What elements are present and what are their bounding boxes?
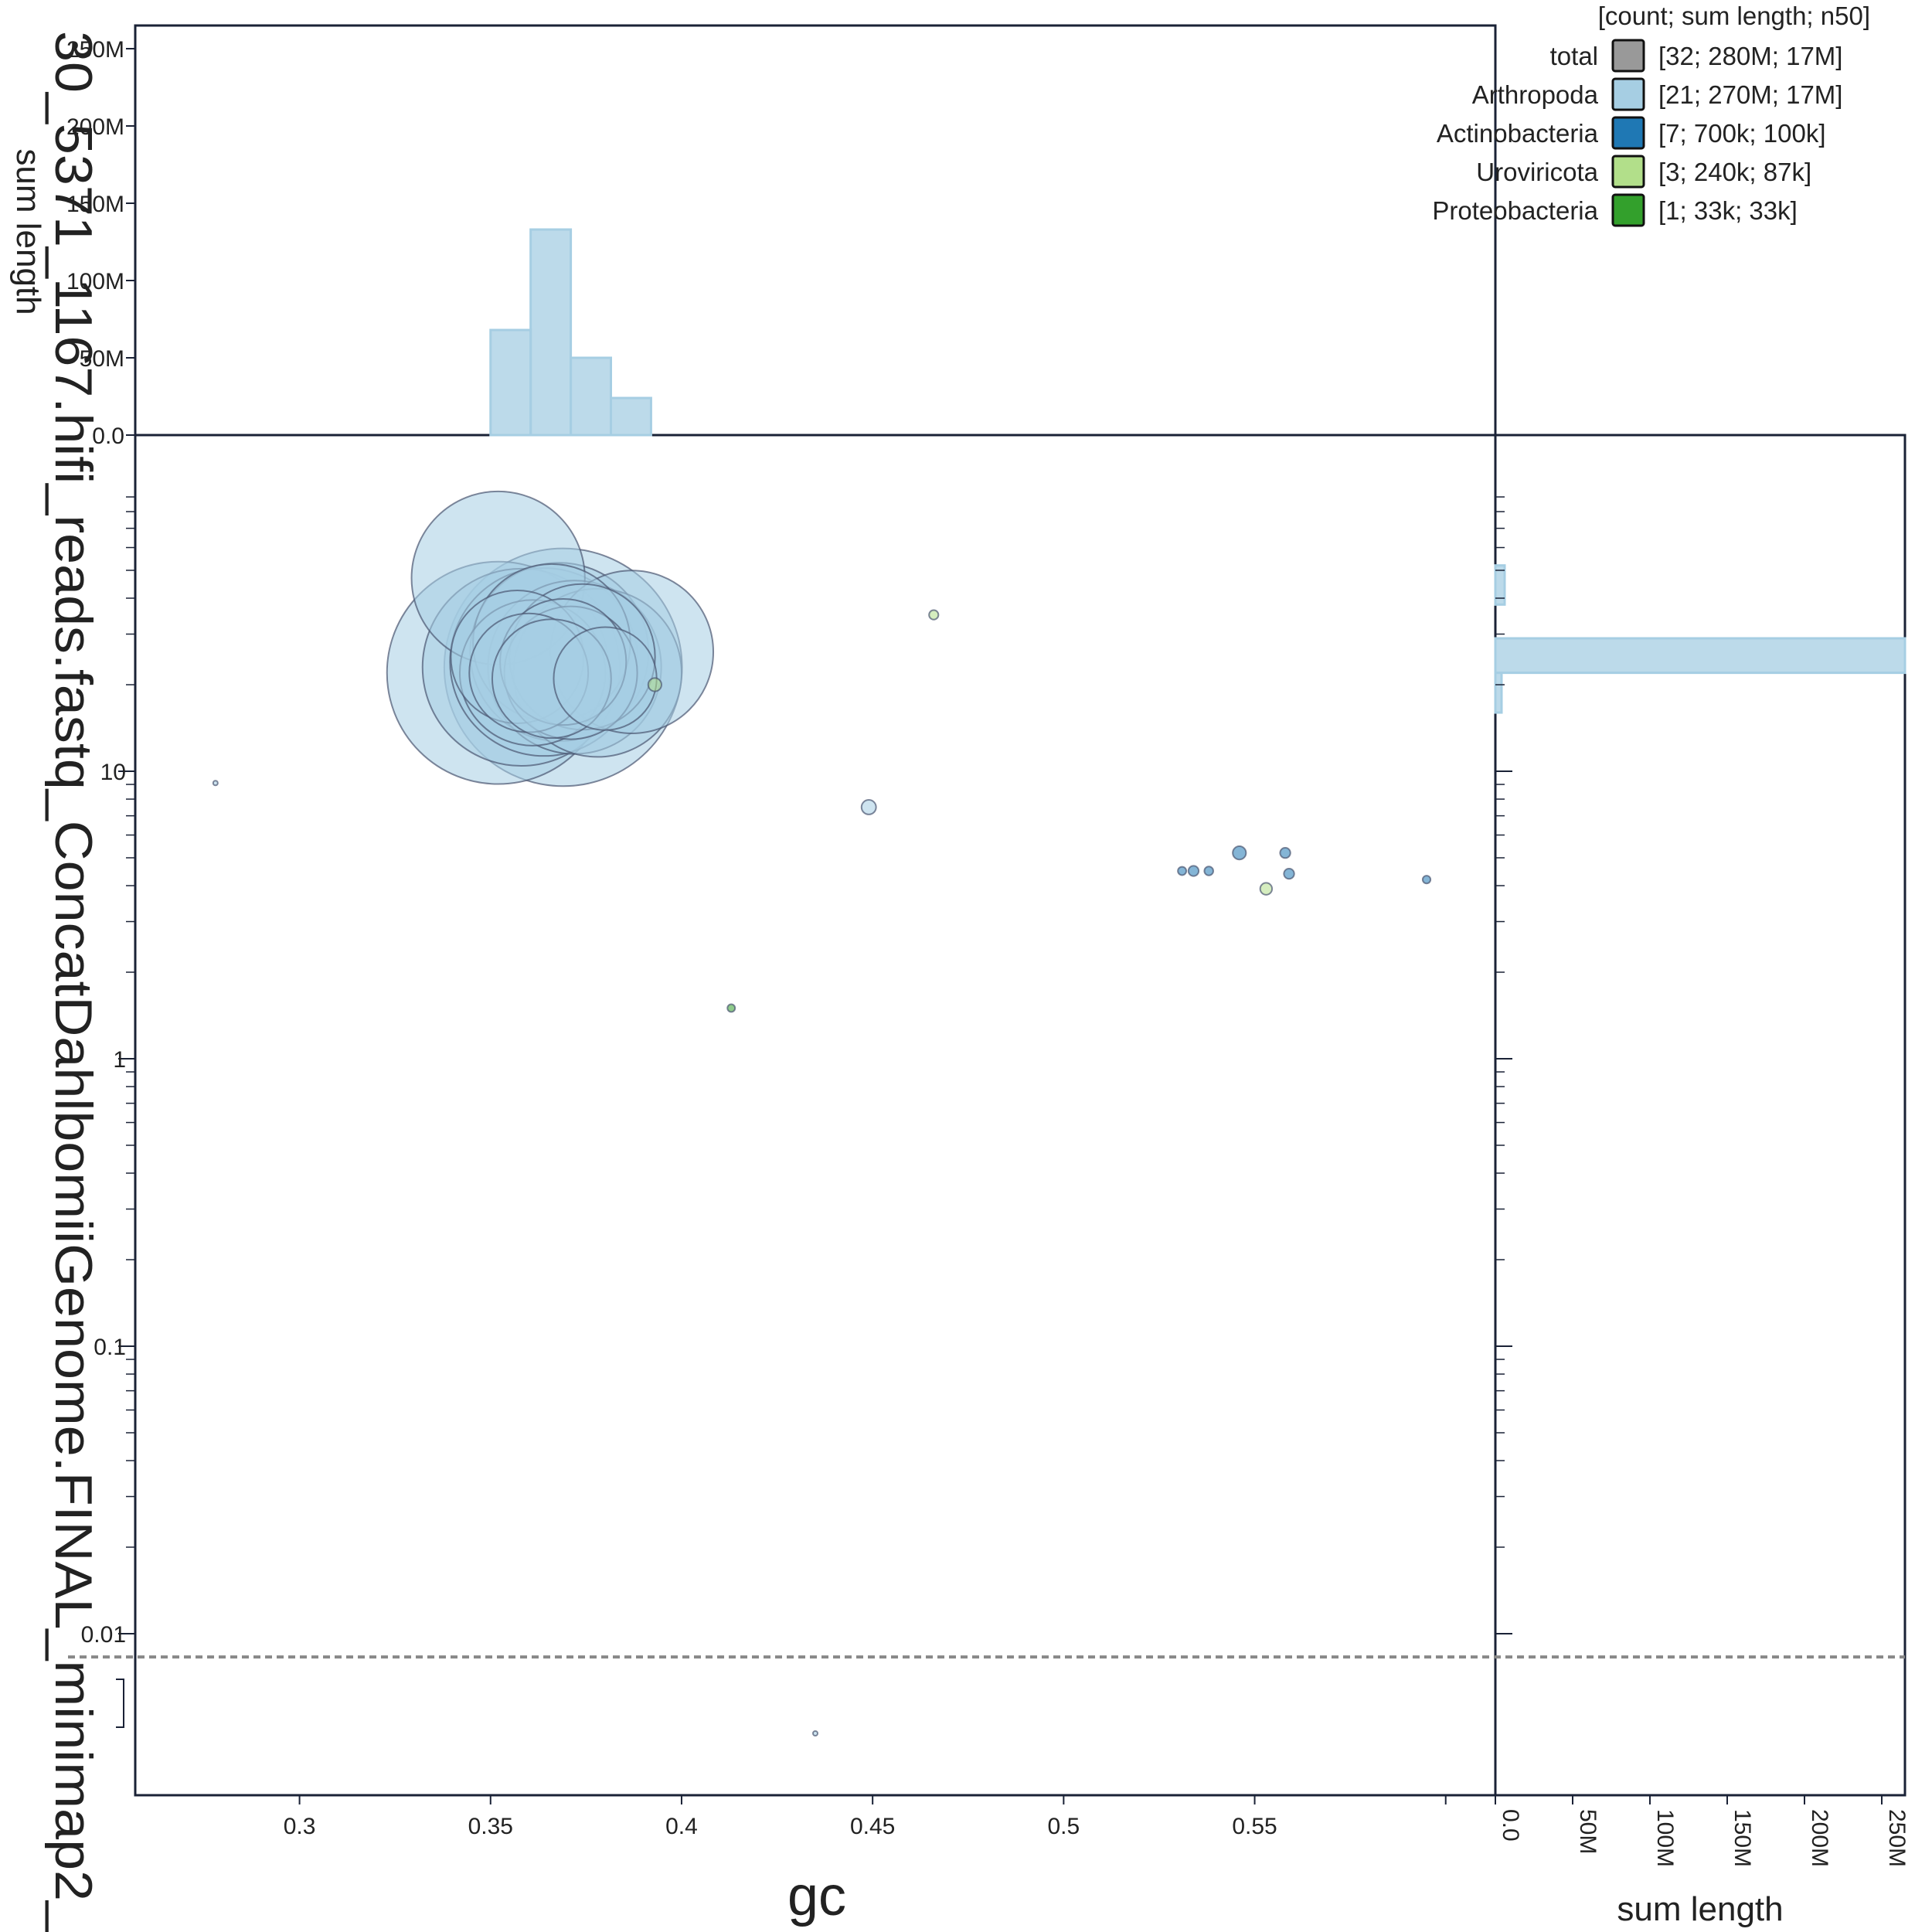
right-hist-tick-label: 150M: [1730, 1809, 1755, 1867]
top-histogram-bar: [610, 396, 652, 437]
legend-header: [count; sum length; n50]: [1598, 2, 1870, 30]
scatter-point: [1279, 846, 1291, 859]
right-hist-tick-label: 250M: [1884, 1809, 1910, 1867]
scatter-point: [812, 1730, 818, 1737]
scatter-point: [726, 1003, 736, 1013]
scatter-point: [647, 677, 662, 692]
axes: 0.3 0.35 0.4 0.45 0.5 0.55 10 1 0.1 0.01 0.0 50M 100…: [66, 37, 1910, 1867]
top-histogram-bar: [489, 328, 532, 437]
x-tick-label: 0.55: [1232, 1814, 1277, 1839]
legend-swatch: [1611, 39, 1645, 73]
y-tick-label: 10: [100, 760, 126, 785]
legend-swatch: [1611, 77, 1645, 111]
y-tick-label: 1: [113, 1047, 126, 1073]
scatter-point: [928, 609, 940, 621]
y-tick-label: 0.1: [94, 1335, 126, 1360]
scatter-points: [212, 490, 1432, 1737]
scatter-point: [1177, 866, 1188, 876]
legend-swatch: [1611, 116, 1645, 150]
legend-label: Proteobacteria: [1432, 196, 1598, 225]
right-histogram-bar: [1494, 672, 1503, 714]
legend: [count; sum length; n50]total [32; 280M; …: [1432, 2, 1870, 227]
right-hist-tick-label: 100M: [1652, 1809, 1678, 1867]
legend-stats: [7; 700k; 100k]: [1658, 119, 1825, 148]
legend-swatch: [1611, 193, 1645, 227]
top-histogram-axis-title: sum length: [9, 148, 47, 315]
right-histogram-bar: [1494, 564, 1506, 606]
y-axis-title: 30_5371_1167.hifi_reads.fastq_ConcatDahl…: [44, 31, 103, 1932]
legend-label: Arthropoda: [1472, 80, 1599, 109]
scatter-point: [860, 799, 877, 815]
legend-stats: [32; 280M; 17M]: [1658, 42, 1842, 70]
top-hist-tick-label: 50M: [80, 346, 124, 372]
top-hist-tick-label: 200M: [66, 114, 124, 140]
right-hist-tick-label: 0.0: [1498, 1809, 1523, 1842]
top-histogram-frame: [134, 24, 1497, 435]
main-plot-frame: [134, 434, 1497, 1797]
scatter-point: [212, 780, 219, 787]
right-histogram-frame: [1495, 434, 1906, 1797]
y-tick-label: 0.01: [81, 1622, 126, 1648]
legend-label: Uroviricota: [1476, 158, 1598, 186]
plot-frames: [134, 24, 1906, 1797]
scatter-point: [1421, 875, 1432, 885]
legend-swatch: [1611, 155, 1645, 189]
scatter-point: [1259, 882, 1274, 896]
legend-stats: [21; 270M; 17M]: [1658, 80, 1842, 109]
top-hist-tick-label: 100M: [66, 269, 124, 294]
legend-label: total: [1550, 42, 1598, 70]
x-tick-label: 0.45: [850, 1814, 895, 1839]
right-histogram-axis-title: sum length: [1617, 1890, 1783, 1928]
right-histogram-bar: [1494, 637, 1906, 675]
legend-stats: [3; 240k; 87k]: [1658, 158, 1811, 186]
zero-bracket: [116, 1679, 124, 1728]
x-axis-title: gc: [787, 1866, 846, 1927]
legend-label: Actinobacteria: [1437, 119, 1599, 148]
right-hist-tick-label: 50M: [1575, 1809, 1600, 1854]
top-hist-tick-label: 0.0: [92, 423, 124, 449]
scatter-point: [1187, 865, 1200, 877]
scatter-point: [1232, 845, 1247, 861]
top-hist-tick-label: 150M: [66, 192, 124, 217]
top-histogram-bar: [529, 228, 573, 437]
top-histogram: [489, 228, 652, 437]
right-histogram: [1494, 564, 1906, 714]
x-tick-label: 0.35: [468, 1814, 513, 1839]
x-tick-label: 0.5: [1047, 1814, 1080, 1839]
scatter-point: [553, 626, 658, 731]
scatter-point: [1283, 867, 1295, 880]
x-tick-label: 0.3: [284, 1814, 316, 1839]
right-hist-tick-label: 200M: [1807, 1809, 1832, 1867]
scatter-point: [1203, 866, 1214, 876]
legend-stats: [1; 33k; 33k]: [1658, 196, 1798, 225]
top-histogram-bar: [570, 356, 613, 437]
top-hist-tick-label: 250M: [66, 37, 124, 63]
x-tick-label: 0.4: [665, 1814, 698, 1839]
